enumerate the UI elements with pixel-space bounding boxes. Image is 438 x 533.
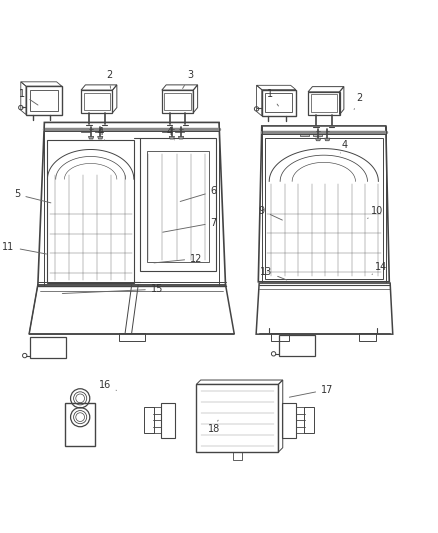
Text: 16: 16 [99,380,117,390]
Text: 9: 9 [259,206,283,220]
Bar [175,128,184,132]
Bar [161,403,175,438]
Bar [311,94,337,112]
Bar [84,93,110,110]
Bar [265,93,292,112]
Bar [300,131,308,135]
Bar [81,128,90,132]
Polygon shape [98,136,103,139]
Bar [29,90,58,111]
Bar [65,403,95,446]
Bar [119,333,145,341]
Text: 18: 18 [208,420,220,434]
Bar [304,407,314,433]
Text: 5: 5 [14,189,51,203]
Text: 14: 14 [372,262,388,274]
Text: 3: 3 [183,70,194,88]
Polygon shape [88,136,94,139]
Text: 15: 15 [62,284,163,294]
Bar [283,403,296,438]
Text: 10: 10 [367,206,383,219]
Bar [279,335,315,356]
Text: 4: 4 [167,127,174,140]
Bar [359,333,376,341]
Bar [196,384,279,452]
Polygon shape [325,138,330,141]
Bar [164,93,191,110]
Polygon shape [315,138,321,141]
Text: 12: 12 [154,254,202,264]
Polygon shape [169,136,174,139]
Text: 13: 13 [260,266,287,280]
Text: 7: 7 [163,218,217,232]
Bar [162,128,171,132]
Bar [313,131,321,135]
Text: 1: 1 [18,89,38,105]
Bar [95,128,103,132]
Bar [147,151,209,262]
Bar [144,407,153,433]
Bar [272,333,289,341]
Bar [233,452,242,460]
Text: 6: 6 [180,187,217,201]
Text: 2: 2 [354,93,363,109]
Text: 2: 2 [106,70,112,88]
Text: 4: 4 [340,140,348,153]
Text: 1: 1 [267,89,279,106]
Text: 17: 17 [290,385,333,397]
Polygon shape [178,136,184,139]
Text: 4: 4 [97,127,105,140]
Text: 11: 11 [3,242,46,254]
Bar [30,337,66,358]
